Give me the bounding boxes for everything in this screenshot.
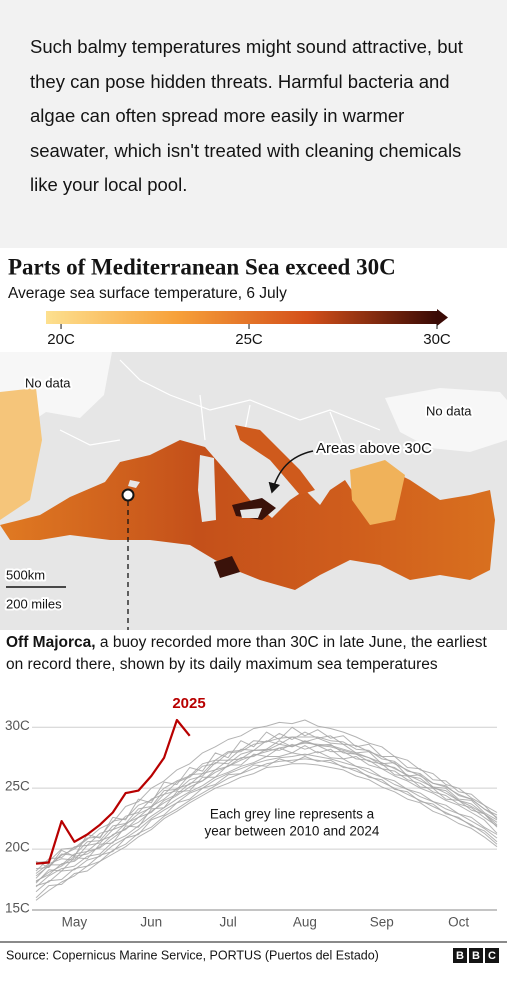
graphic-title: Parts of Mediterranean Sea exceed 30C [8,254,396,279]
x-tick-label: Jun [140,915,162,930]
atlantic-band [0,388,42,520]
chart-caption: Off Majorca, a buoy recorded more than 3… [6,632,501,675]
x-tick-label: Aug [293,915,317,930]
map: No data No data Areas above 30C 500km 20… [0,352,507,630]
adriatic [235,425,315,495]
year-line [35,741,498,879]
year-line [35,736,498,872]
graphic-subtitle: Average sea surface temperature, 6 July [8,285,287,302]
logo-letter: C [488,950,496,962]
aegean [350,460,405,525]
x-tick-label: May [62,915,88,930]
source: Source: Copernicus Marine Service, PORTU… [6,948,379,962]
hot-area [214,556,240,578]
colorbar [46,311,437,324]
borders [59,359,381,451]
corsica-sardinia [198,455,216,522]
logo-box [485,948,499,963]
year-line [35,726,498,868]
colorbar-tick-label: 20C [47,331,75,348]
logo-letter: B [472,950,480,962]
y-tick-label: 15C [5,901,30,916]
year-line [35,753,498,887]
logo-box [453,948,467,963]
x-tick-label: Jul [219,915,236,930]
article-paragraph: Such balmy temperatures might sound attr… [0,0,507,248]
caption-text: a buoy recorded more than 30C in late Ju… [6,634,487,673]
no-data-label: No data [25,375,71,390]
colorbar-arrow [437,309,448,326]
colorbar-tick-label: 25C [235,331,263,348]
y-tick-label: 25C [5,779,30,794]
scale-label: 200 miles [6,596,62,611]
year-line [35,756,498,893]
year-line [35,763,498,899]
x-tick-label: Sep [370,915,394,930]
annotation: Each grey line represents a [210,807,375,822]
year-line [35,743,498,883]
scale-label: 500km [6,567,45,582]
callout-arrow [268,450,314,494]
year-line [35,751,498,888]
year-line [35,742,498,882]
colorbar-tick-label: 30C [423,331,451,348]
majorca [128,480,140,488]
logo-letter: B [456,950,464,962]
y-tick-label: 30C [5,718,30,733]
logo-box [469,948,483,963]
sicily [240,508,262,518]
black-sea [385,388,507,452]
x-tick-label: Oct [448,915,469,930]
annotation: year between 2010 and 2024 [205,824,380,839]
callout-label: Areas above 30C [316,440,432,457]
no-data-label: No data [426,403,472,418]
caption-bold: Off Majorca, [6,634,96,651]
y-tick-label: 20C [5,840,30,855]
year-line [35,736,498,870]
highlight-line [35,718,191,865]
year-line [35,719,498,877]
series-label: 2025 [172,695,205,712]
buoy-marker [121,488,135,502]
logo: B B C [453,948,499,963]
year-line [35,758,498,901]
